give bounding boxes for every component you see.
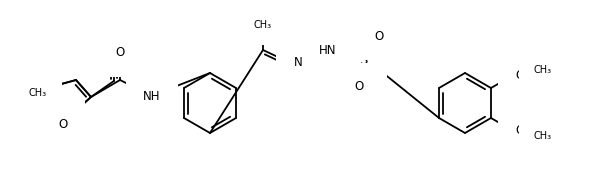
Text: NH: NH (143, 90, 161, 102)
Text: CH₃: CH₃ (29, 88, 47, 98)
Text: O: O (516, 70, 525, 83)
Text: S: S (359, 54, 367, 67)
Text: O: O (355, 80, 364, 93)
Text: N: N (293, 56, 302, 70)
Text: O: O (374, 30, 384, 42)
Text: O: O (516, 124, 525, 137)
Text: CH₃: CH₃ (533, 131, 552, 141)
Text: CH₃: CH₃ (533, 65, 552, 75)
Text: O: O (115, 46, 125, 59)
Text: HN: HN (319, 43, 337, 56)
Text: O: O (109, 46, 119, 59)
Text: O: O (58, 118, 68, 130)
Text: CH₃: CH₃ (254, 20, 272, 30)
